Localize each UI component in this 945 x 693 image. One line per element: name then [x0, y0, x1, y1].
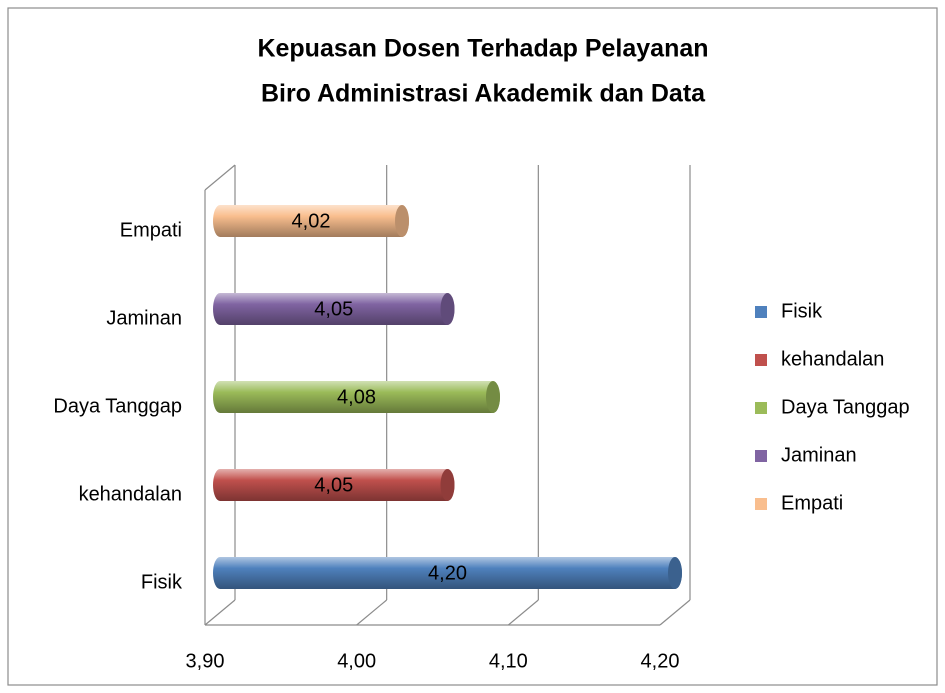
legend-label: kehandalan — [781, 348, 884, 370]
bar-group — [213, 469, 455, 501]
legend-swatch — [755, 450, 767, 462]
legend-label: Empati — [781, 492, 843, 514]
y-tick-label: Jaminan — [106, 307, 182, 329]
legend-swatch — [755, 306, 767, 318]
data-label: 4,05 — [314, 298, 353, 320]
data-label: 4,08 — [337, 386, 376, 408]
legend-swatch — [755, 498, 767, 510]
bar — [213, 381, 500, 413]
x-tick-label: 4,20 — [641, 650, 680, 672]
x-tick-label: 4,10 — [489, 650, 528, 672]
bar-group — [213, 205, 409, 237]
bar-group — [213, 381, 500, 413]
data-label: 4,05 — [314, 474, 353, 496]
y-tick-label: Fisik — [141, 571, 183, 593]
grid-line — [507, 599, 539, 626]
data-label: 4,02 — [292, 210, 331, 232]
y-tick-label: Daya Tanggap — [53, 395, 182, 417]
legend-swatch — [755, 402, 767, 414]
chart-frame — [7, 7, 938, 686]
bar-end — [395, 205, 409, 237]
legend-label: Fisik — [781, 300, 823, 322]
bar-end — [440, 469, 455, 501]
bar-end — [668, 557, 682, 589]
y-tick-label: Empati — [120, 219, 182, 241]
legend-label: Daya Tanggap — [781, 396, 910, 418]
x-tick-label: 4,00 — [337, 650, 376, 672]
bar — [213, 205, 409, 237]
legend-swatch — [755, 354, 767, 366]
bar-group — [213, 293, 455, 325]
data-label: 4,20 — [428, 562, 467, 584]
bar — [213, 293, 455, 325]
grid-line — [356, 599, 388, 626]
x-tick-label: 3,90 — [186, 650, 225, 672]
chart-title: Kepuasan Dosen Terhadap Pelayanan — [257, 35, 708, 63]
side-wall — [204, 164, 236, 191]
grid-line — [659, 599, 691, 626]
chart-title: Biro Administrasi Akademik dan Data — [261, 80, 706, 108]
legend-label: Jaminan — [781, 444, 857, 466]
bar — [213, 469, 455, 501]
bar — [213, 557, 682, 589]
y-tick-label: kehandalan — [79, 483, 182, 505]
bar-end — [486, 381, 500, 413]
grid-line — [204, 599, 236, 626]
bar-group — [213, 557, 682, 589]
bar-end — [440, 293, 455, 325]
